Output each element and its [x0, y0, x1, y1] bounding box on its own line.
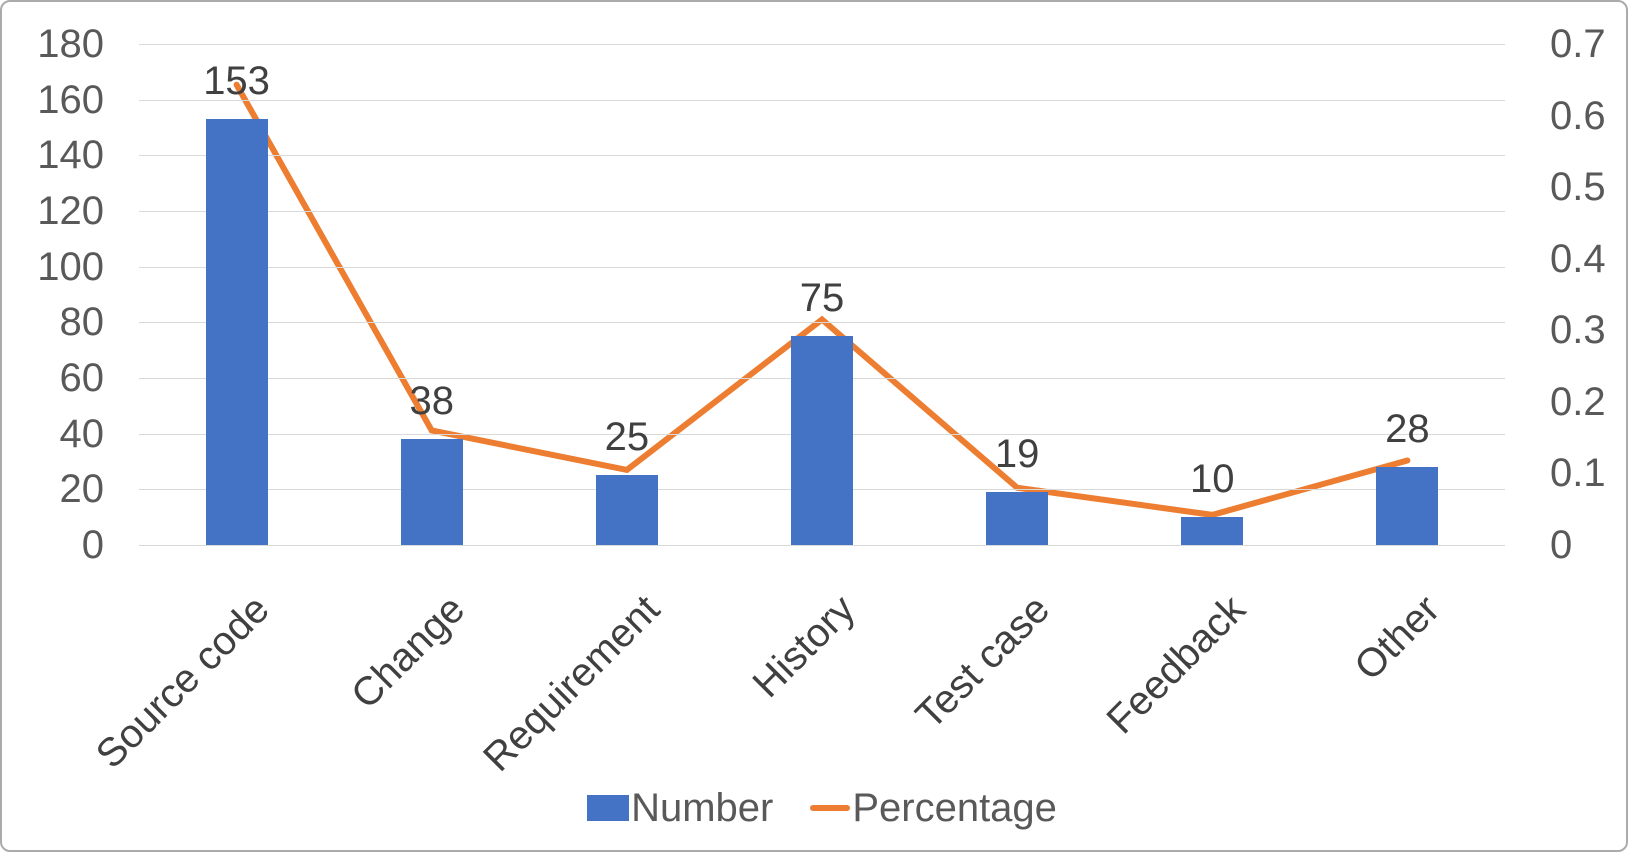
grid-line — [139, 155, 1505, 157]
x-axis-label: History — [743, 587, 864, 707]
grid-line — [139, 211, 1505, 212]
bar-requirement — [595, 475, 658, 545]
y-axis-tick-left: 180 — [37, 22, 104, 66]
y-axis-tick-left: 80 — [59, 300, 105, 345]
grid-line — [139, 545, 1505, 546]
y-axis-tick-left: 40 — [59, 411, 105, 456]
y-axis-tick-left: 120 — [37, 189, 104, 233]
y-axis-tick-left: 20 — [59, 467, 105, 512]
grid-line — [139, 322, 1505, 324]
x-axis-label: Requirement — [474, 587, 668, 781]
bar-value-label: 75 — [799, 276, 845, 321]
bar-value-label: 19 — [994, 432, 1040, 477]
y-axis-tick-left: 0 — [81, 523, 104, 567]
number-series-swatch-icon — [587, 795, 630, 821]
percentage-line-layer — [233, 81, 1411, 518]
percentage-line — [233, 81, 1411, 518]
y-axis-tick-right: 0.4 — [1550, 236, 1606, 281]
y-axis-tick-right: 0.1 — [1550, 451, 1606, 496]
x-axis-label: Change — [342, 587, 473, 718]
y-axis-tick-right: 0.2 — [1550, 379, 1606, 424]
bar-value-label: 25 — [604, 415, 650, 460]
plot-area: 153 38 25 75 19 10 28 — [139, 44, 1505, 546]
bar-feedback — [1181, 517, 1244, 545]
bar-history — [791, 336, 853, 545]
legend-label-number: Number — [631, 786, 774, 830]
y-axis-tick-left: 140 — [37, 133, 104, 178]
x-axis-label: Other — [1346, 587, 1449, 689]
grid-line — [139, 266, 1505, 268]
bar-value-label: 38 — [409, 379, 454, 424]
y-axis-tick-right: 0.7 — [1550, 22, 1606, 66]
y-axis-tick-right: 0.5 — [1550, 165, 1606, 210]
y-axis-tick-left: 100 — [37, 244, 104, 289]
grid-line — [139, 44, 1505, 45]
bar-value-label: 153 — [203, 59, 270, 104]
y-axis-tick-left: 60 — [59, 356, 105, 400]
legend-label-percentage: Percentage — [852, 786, 1057, 830]
bar-change — [400, 439, 463, 545]
bar-test-case — [986, 492, 1049, 545]
bar-other — [1376, 467, 1439, 545]
y-axis-tick-right: 0.3 — [1550, 308, 1606, 353]
x-axis-label: Feedback — [1098, 587, 1254, 743]
y-axis-tick-left: 160 — [37, 77, 104, 122]
percentage-series-line-icon — [810, 805, 851, 811]
x-axis-label: Test case — [907, 587, 1059, 738]
bar-source-code — [205, 119, 268, 545]
y-axis-tick-right: 0 — [1550, 523, 1573, 567]
legend: Number Percentage — [139, 781, 1505, 835]
x-axis-label: Source code — [87, 587, 278, 777]
bar-value-label: 28 — [1385, 407, 1430, 452]
grid-line — [139, 99, 1505, 101]
y-axis-tick-right: 0.6 — [1550, 93, 1606, 138]
bar-value-label: 10 — [1190, 457, 1235, 502]
